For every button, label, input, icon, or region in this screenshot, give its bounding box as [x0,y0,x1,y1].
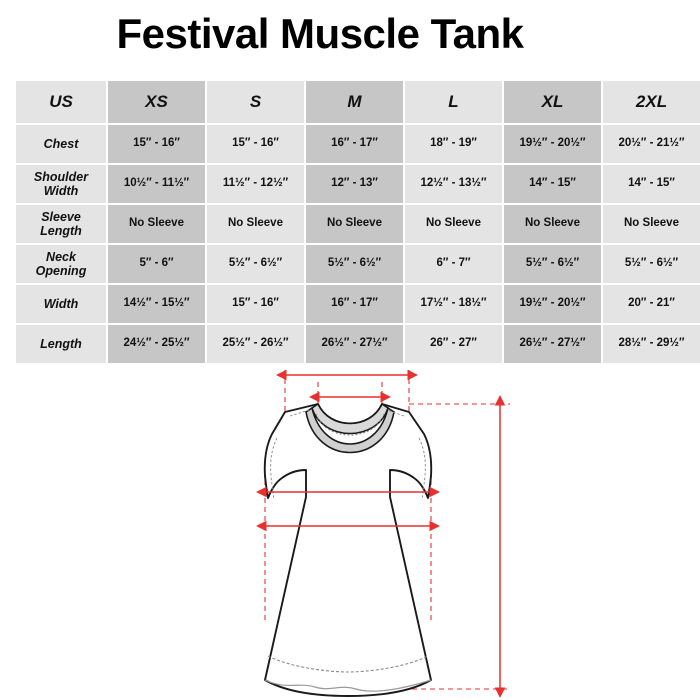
tank-body-outline [263,403,433,697]
row-label-length: Length [16,325,106,363]
cell-sleeve-m: No Sleeve [306,205,403,243]
table-row: Width 14½″ - 15½″ 15″ - 16″ 16″ - 17″ 17… [16,285,700,323]
cell-width-xs: 14½″ - 15½″ [108,285,205,323]
header-size-s: S [207,81,304,123]
cell-neck-xl: 5½″ - 6½″ [504,245,601,283]
armhole-stitch-right [418,437,426,501]
hem-stitch-line [267,655,429,673]
row-label-line2: Width [43,184,79,198]
tank-top-svg [256,369,510,698]
cell-chest-2xl: 20½″ - 21½″ [603,125,700,163]
shoulder-stitch-left [289,409,310,417]
size-table: US XS S M L XL 2XL Chest 15″ - 16″ 15″ -… [14,79,700,365]
table-row: Shoulder Width 10½″ - 11½″ 11½″ - 12½″ 1… [16,165,700,203]
row-label-sleeve-length: Sleeve Length [16,205,106,243]
cell-shoulder-xs: 10½″ - 11½″ [108,165,205,203]
page-title: Festival Muscle Tank [116,10,524,57]
cell-width-s: 15″ - 16″ [207,285,304,323]
cell-shoulder-m: 12″ - 13″ [306,165,403,203]
cell-length-2xl: 28½″ - 29½″ [603,325,700,363]
row-label-shoulder-width: Shoulder Width [16,165,106,203]
table-row: Sleeve Length No Sleeve No Sleeve No Sle… [16,205,700,243]
cell-neck-2xl: 5½″ - 6½″ [603,245,700,283]
cell-neck-m: 5½″ - 6½″ [306,245,403,283]
table-header-row: US XS S M L XL 2XL [16,81,700,123]
cell-length-l: 26″ - 27″ [405,325,502,363]
cell-shoulder-xl: 14″ - 15″ [504,165,601,203]
cell-width-xl: 19½″ - 20½″ [504,285,601,323]
cell-shoulder-s: 11½″ - 12½″ [207,165,304,203]
row-label-width: Width [16,285,106,323]
cell-width-2xl: 20″ - 21″ [603,285,700,323]
armhole-stitch-left [270,437,278,501]
header-size-2xl: 2XL [603,81,700,123]
cell-sleeve-l: No Sleeve [405,205,502,243]
cell-shoulder-l: 12½″ - 13½″ [405,165,502,203]
header-size-l: L [405,81,502,123]
cell-chest-xl: 19½″ - 20½″ [504,125,601,163]
cell-sleeve-xs: No Sleeve [108,205,205,243]
row-label-chest: Chest [16,125,106,163]
shoulder-stitch-right [386,409,405,417]
garment-diagram: Shoulder Width Neck Opening Width Chest … [0,360,700,700]
cell-neck-xs: 5″ - 6″ [108,245,205,283]
header-size-xl: XL [504,81,601,123]
header-unit: US [16,81,106,123]
row-label-neck-opening: Neck Opening [16,245,106,283]
row-label-line1: Shoulder [33,169,89,184]
cell-chest-l: 18″ - 19″ [405,125,502,163]
cell-length-xl: 26½″ - 27½″ [504,325,601,363]
hem-inner-fold [264,679,432,692]
cell-chest-s: 15″ - 16″ [207,125,304,163]
cell-chest-xs: 15″ - 16″ [108,125,205,163]
row-label-line2: Length [40,224,82,238]
cell-length-xs: 24½″ - 25½″ [108,325,205,363]
cell-width-m: 16″ - 17″ [306,285,403,323]
collar-stitch-line [315,413,385,436]
cell-shoulder-2xl: 14″ - 15″ [603,165,700,203]
row-label-line2: Opening [35,264,87,278]
dimension-arrows [256,369,506,698]
row-label-line1: Sleeve [41,209,81,224]
cell-neck-l: 6″ - 7″ [405,245,502,283]
cell-sleeve-2xl: No Sleeve [603,205,700,243]
table-row: Length 24½″ - 25½″ 25½″ - 26½″ 26½″ - 27… [16,325,700,363]
table-row: Neck Opening 5″ - 6″ 5½″ - 6½″ 5½″ - 6½″… [16,245,700,283]
header-size-m: M [306,81,403,123]
table-row: Chest 15″ - 16″ 15″ - 16″ 16″ - 17″ 18″ … [16,125,700,163]
cell-chest-m: 16″ - 17″ [306,125,403,163]
header-size-xs: XS [108,81,205,123]
cell-neck-s: 5½″ - 6½″ [207,245,304,283]
cell-sleeve-xl: No Sleeve [504,205,601,243]
cell-sleeve-s: No Sleeve [207,205,304,243]
cell-width-l: 17½″ - 18½″ [405,285,502,323]
cell-length-s: 25½″ - 26½″ [207,325,304,363]
cell-length-m: 26½″ - 27½″ [306,325,403,363]
row-label-line1: Neck [46,249,76,264]
